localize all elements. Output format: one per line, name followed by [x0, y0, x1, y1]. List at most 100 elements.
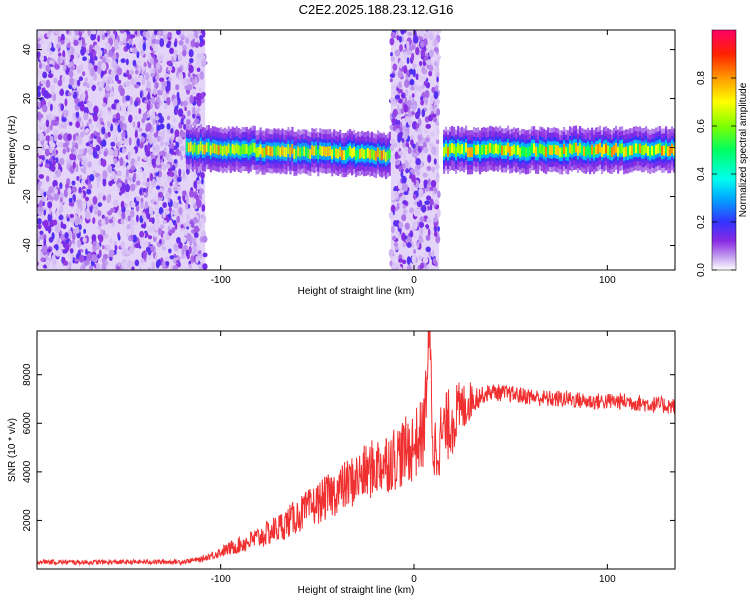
noise-cell: [37, 90, 41, 98]
noise-cell: [151, 137, 157, 144]
signal-cell: [581, 145, 584, 155]
noise-cell: [117, 262, 121, 267]
noise-cell: [404, 89, 409, 97]
signal-cell: [323, 146, 326, 157]
signal-cell: [577, 145, 580, 156]
noise-cell: [51, 254, 56, 263]
noise-cell: [401, 175, 407, 185]
noise-cell: [435, 235, 441, 244]
signal-cell: [553, 144, 556, 155]
noise-cell: [175, 256, 181, 261]
signal-cell: [651, 145, 654, 156]
noise-cell: [401, 138, 405, 143]
noise-cell: [142, 172, 146, 179]
noise-cell: [402, 259, 407, 265]
noise-cell: [407, 32, 413, 37]
noise-cell: [130, 183, 136, 192]
noise-cell: [96, 81, 101, 87]
noise-cell: [37, 223, 42, 230]
noise-cell: [181, 30, 185, 35]
noise-cell: [392, 89, 398, 96]
noise-cell: [159, 239, 162, 245]
noise-cell: [62, 148, 67, 155]
noise-cell: [49, 84, 55, 91]
noise-cell: [72, 232, 76, 241]
signal-cell: [361, 147, 364, 158]
noise-cell: [40, 63, 46, 69]
noise-cell: [180, 224, 184, 229]
snr-x-axis-label: Height of straight line (km): [298, 585, 415, 596]
noise-cell: [105, 92, 110, 99]
noise-cell: [120, 185, 126, 194]
noise-cell: [70, 255, 73, 264]
noise-cell: [398, 36, 402, 43]
noise-cell: [173, 159, 178, 164]
noise-cell: [398, 150, 404, 156]
noise-cell: [406, 99, 413, 108]
noise-cell: [106, 121, 112, 128]
noise-cell: [429, 65, 434, 72]
noise-cell: [192, 244, 197, 252]
noise-cell: [149, 186, 153, 193]
noise-cell: [81, 159, 87, 166]
noise-cell: [161, 129, 166, 138]
noise-cell: [169, 181, 173, 187]
noise-cell: [45, 135, 51, 142]
noise-cell: [162, 163, 166, 171]
signal-cell: [587, 144, 590, 155]
noise-cell: [152, 68, 156, 75]
signal-cell: [495, 143, 498, 154]
noise-cell: [109, 175, 113, 181]
noise-cell: [57, 243, 64, 249]
noise-cell: [397, 70, 403, 78]
noise-cell: [402, 204, 407, 209]
noise-cell: [78, 76, 83, 82]
snr-x-tick-label: 0: [411, 574, 417, 585]
signal-cell: [657, 143, 660, 154]
noise-cell: [179, 145, 185, 151]
noise-cell: [191, 88, 196, 94]
snr-frame: [36, 330, 676, 570]
signal-cell: [370, 148, 374, 159]
noise-cell: [401, 214, 407, 222]
noise-cell: [202, 252, 208, 258]
signal-cell: [189, 141, 193, 152]
noise-cell: [153, 87, 157, 96]
noise-cell: [418, 234, 423, 244]
noise-cell: [154, 194, 158, 201]
noise-cell: [396, 262, 401, 270]
noise-cell: [185, 37, 189, 44]
snr-y-tick-label: 4000: [22, 460, 33, 483]
noise-cell: [68, 197, 73, 203]
noise-cell: [154, 223, 160, 231]
noise-cell: [175, 148, 180, 155]
noise-cell: [409, 159, 413, 164]
signal-cell: [197, 144, 201, 155]
signal-cell: [659, 143, 662, 153]
noise-cell: [134, 129, 138, 139]
signal-cell: [297, 146, 300, 157]
noise-cell: [97, 49, 103, 57]
noise-cell: [411, 44, 416, 50]
noise-cell: [434, 177, 440, 183]
noise-cell: [102, 102, 107, 108]
noise-cell: [130, 78, 136, 86]
signal-cell: [223, 144, 226, 155]
noise-cell: [77, 136, 83, 145]
noise-cell: [188, 246, 192, 254]
noise-cell: [50, 163, 56, 173]
noise-cell: [53, 148, 57, 158]
noise-cell: [89, 123, 94, 132]
noise-cell: [37, 43, 41, 50]
noise-cell: [396, 34, 400, 41]
colorbar-label: Normalized spectral amplitude: [738, 82, 749, 217]
noise-cell: [196, 180, 202, 185]
noise-cell: [407, 110, 412, 118]
noise-cell: [118, 157, 124, 166]
noise-cell: [198, 188, 204, 195]
signal-cell: [339, 147, 342, 157]
signal-cell: [497, 144, 500, 155]
noise-cell: [184, 176, 188, 182]
noise-cell: [172, 201, 179, 209]
noise-cell: [185, 249, 190, 257]
